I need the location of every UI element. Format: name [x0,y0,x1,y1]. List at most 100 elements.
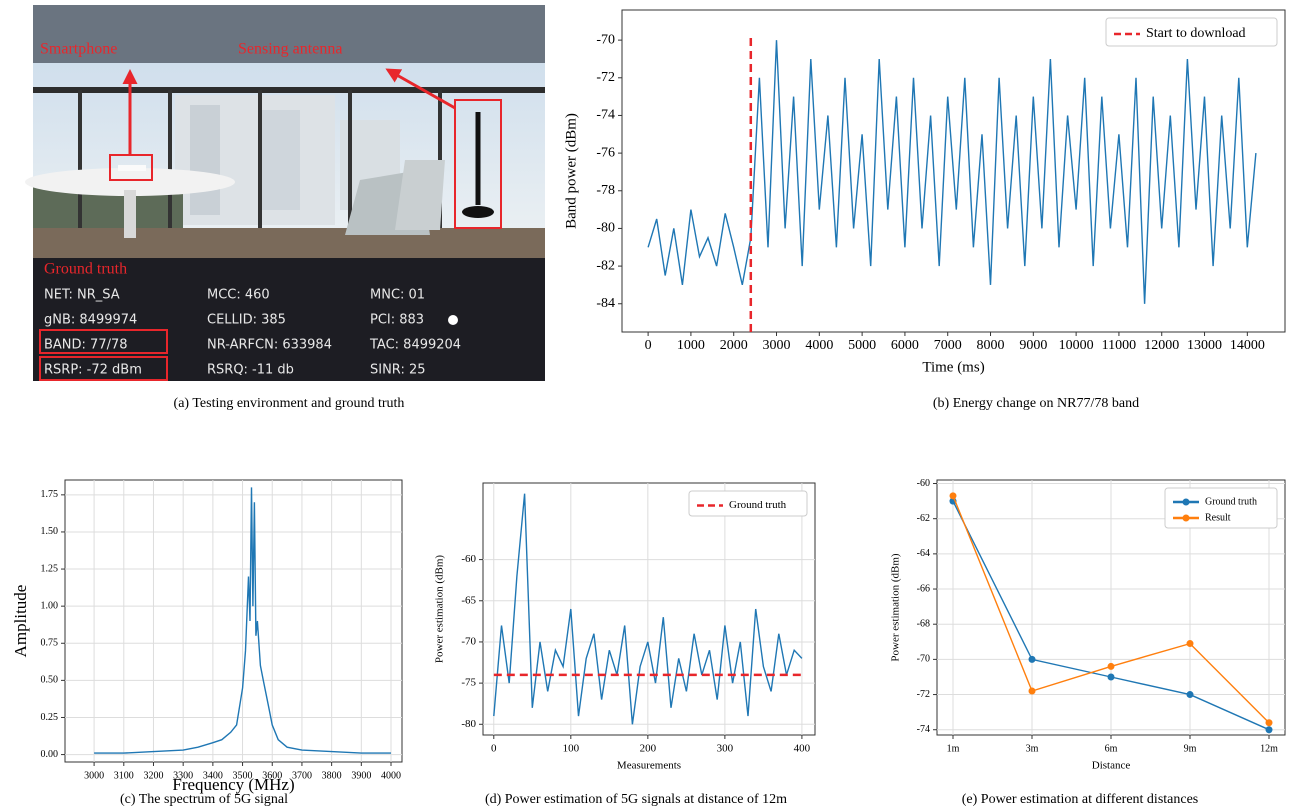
table-cell: RSRQ: -11 db [207,363,294,378]
legend-label: Result [1205,512,1231,523]
y-tick-label: -76 [596,145,615,160]
x-tick-label: 3900 [351,770,371,781]
x-axis-label: Distance [1092,760,1131,772]
x-tick-label: 0 [491,743,497,755]
y-tick-label: 0.75 [41,638,59,649]
y-tick-label: -78 [596,183,615,198]
y-tick-label: 1.25 [41,563,59,574]
y-axis-label: Power estimation (dBm) [434,555,446,663]
x-tick-label: 10000 [1059,338,1094,353]
caption: (e) Power estimation at different distan… [962,792,1199,807]
x-tick-label: 14000 [1230,338,1265,353]
x-tick-label: 6000 [891,338,919,353]
table-cell: MCC: 460 [207,288,270,303]
table-title: Ground truth [44,261,127,278]
series-line [94,487,391,754]
x-tick-label: 3000 [763,338,791,353]
x-tick-label: 3300 [173,770,193,781]
table-cell: RSRP: -72 dBm [44,363,142,378]
y-tick-label: -68 [917,619,930,630]
legend-marker [1182,514,1190,522]
point [1265,726,1273,734]
x-tick-label: 3600 [262,770,282,781]
x-tick-label: 4000 [805,338,833,353]
y-axis-label: Amplitude [11,585,30,658]
table-cell: SINR: 25 [370,363,426,378]
y-tick-label: -65 [461,594,476,606]
y-tick-label: -70 [461,635,476,647]
legend-marker [1182,498,1190,506]
y-tick-label: -80 [596,221,615,236]
series-line [493,493,803,725]
table-cell: CELLID: 385 [207,313,286,328]
point [1028,687,1036,695]
x-axis-label: Frequency (MHz) [172,775,294,794]
x-tick-label: 1m [947,743,960,754]
plot-frame [482,482,816,736]
y-tick-label: 1.50 [41,526,59,537]
caption: (a) Testing environment and ground truth [174,396,405,411]
x-tick-label: 3700 [292,770,312,781]
point [1265,719,1273,727]
y-tick-label: -60 [461,553,476,565]
x-tick-label: 0 [645,338,652,353]
y-tick-label: -74 [917,724,930,735]
point [1028,655,1036,663]
y-tick-label: -74 [596,108,615,123]
y-tick-label: -75 [461,677,476,689]
plot-frame [64,479,403,763]
x-tick-label: 3m [1026,743,1039,754]
table-cell: NR-ARFCN: 633984 [207,338,332,353]
y-tick-label: -64 [917,548,930,559]
y-tick-label: -70 [917,654,930,665]
x-axis-label: Time (ms) [922,359,984,375]
x-tick-label: 300 [717,743,734,755]
point [949,492,957,500]
legend-label: Start to download [1146,26,1246,41]
legend-label: Ground truth [1205,496,1257,507]
point [1107,673,1115,681]
x-axis-label: Measurements [617,760,681,772]
table-cell: TAC: 8499204 [369,338,461,353]
point [1186,640,1194,648]
x-tick-label: 400 [794,743,811,755]
y-tick-label: 0.00 [41,749,59,760]
chart: 0.00 0.25 0.50 0.75 1.00 1.25 1.50 1.75 3000 3100… [11,479,403,807]
y-tick-label: -84 [596,296,615,311]
x-tick-label: 3500 [233,770,253,781]
chart: -74 -72 -70 -68 -66 -64 -62 -60 1m 3m 6m 9m 12m Dista… [890,478,1286,807]
table-cell: gNB: 8499974 [44,313,137,328]
x-tick-label: 8000 [977,338,1005,353]
x-tick-label: 12m [1260,743,1278,754]
x-tick-label: 3400 [203,770,223,781]
x-tick-label: 5000 [848,338,876,353]
x-tick-label: 3100 [114,770,134,781]
y-tick-label: 0.25 [41,712,59,723]
x-tick-label: 2000 [720,338,748,353]
y-tick-label: -70 [596,32,615,47]
table-cell: NET: NR_SA [44,288,120,303]
x-tick-label: 200 [640,743,657,755]
caption: (b) Energy change on NR77/78 band [933,396,1139,411]
legend-box [688,490,808,517]
x-tick-label: 3000 [84,770,104,781]
y-tick-label: -66 [917,583,930,594]
y-tick-label: 1.75 [41,489,59,500]
x-tick-label: 12000 [1144,338,1179,353]
x-tick-label: 3800 [322,770,342,781]
caption: (d) Power estimation of 5G signals at di… [485,792,787,807]
chart: -80 -75 -70 -65 -60 0 100 200 300 400 Measurements… [434,482,816,807]
y-tick-label: -80 [461,718,476,730]
photo: Smartphone Sensing antenna Ground truth [25,5,545,381]
chart: -84 -82 -80 -78 -76 -74 -72 -70 0 1000 2000 3000 400… [563,9,1286,411]
x-tick-label: 100 [563,743,580,755]
caption: (c) The spectrum of 5G signal [120,792,288,807]
y-axis-label: Power estimation (dBm) [890,553,902,661]
y-tick-label: -62 [917,513,930,524]
x-tick-label: 11000 [1102,338,1136,353]
y-tick-label: -82 [596,258,615,273]
y-tick-label: 1.00 [41,600,59,611]
y-tick-label: -72 [917,689,930,700]
table-cell: PCI: 883 [370,313,424,328]
